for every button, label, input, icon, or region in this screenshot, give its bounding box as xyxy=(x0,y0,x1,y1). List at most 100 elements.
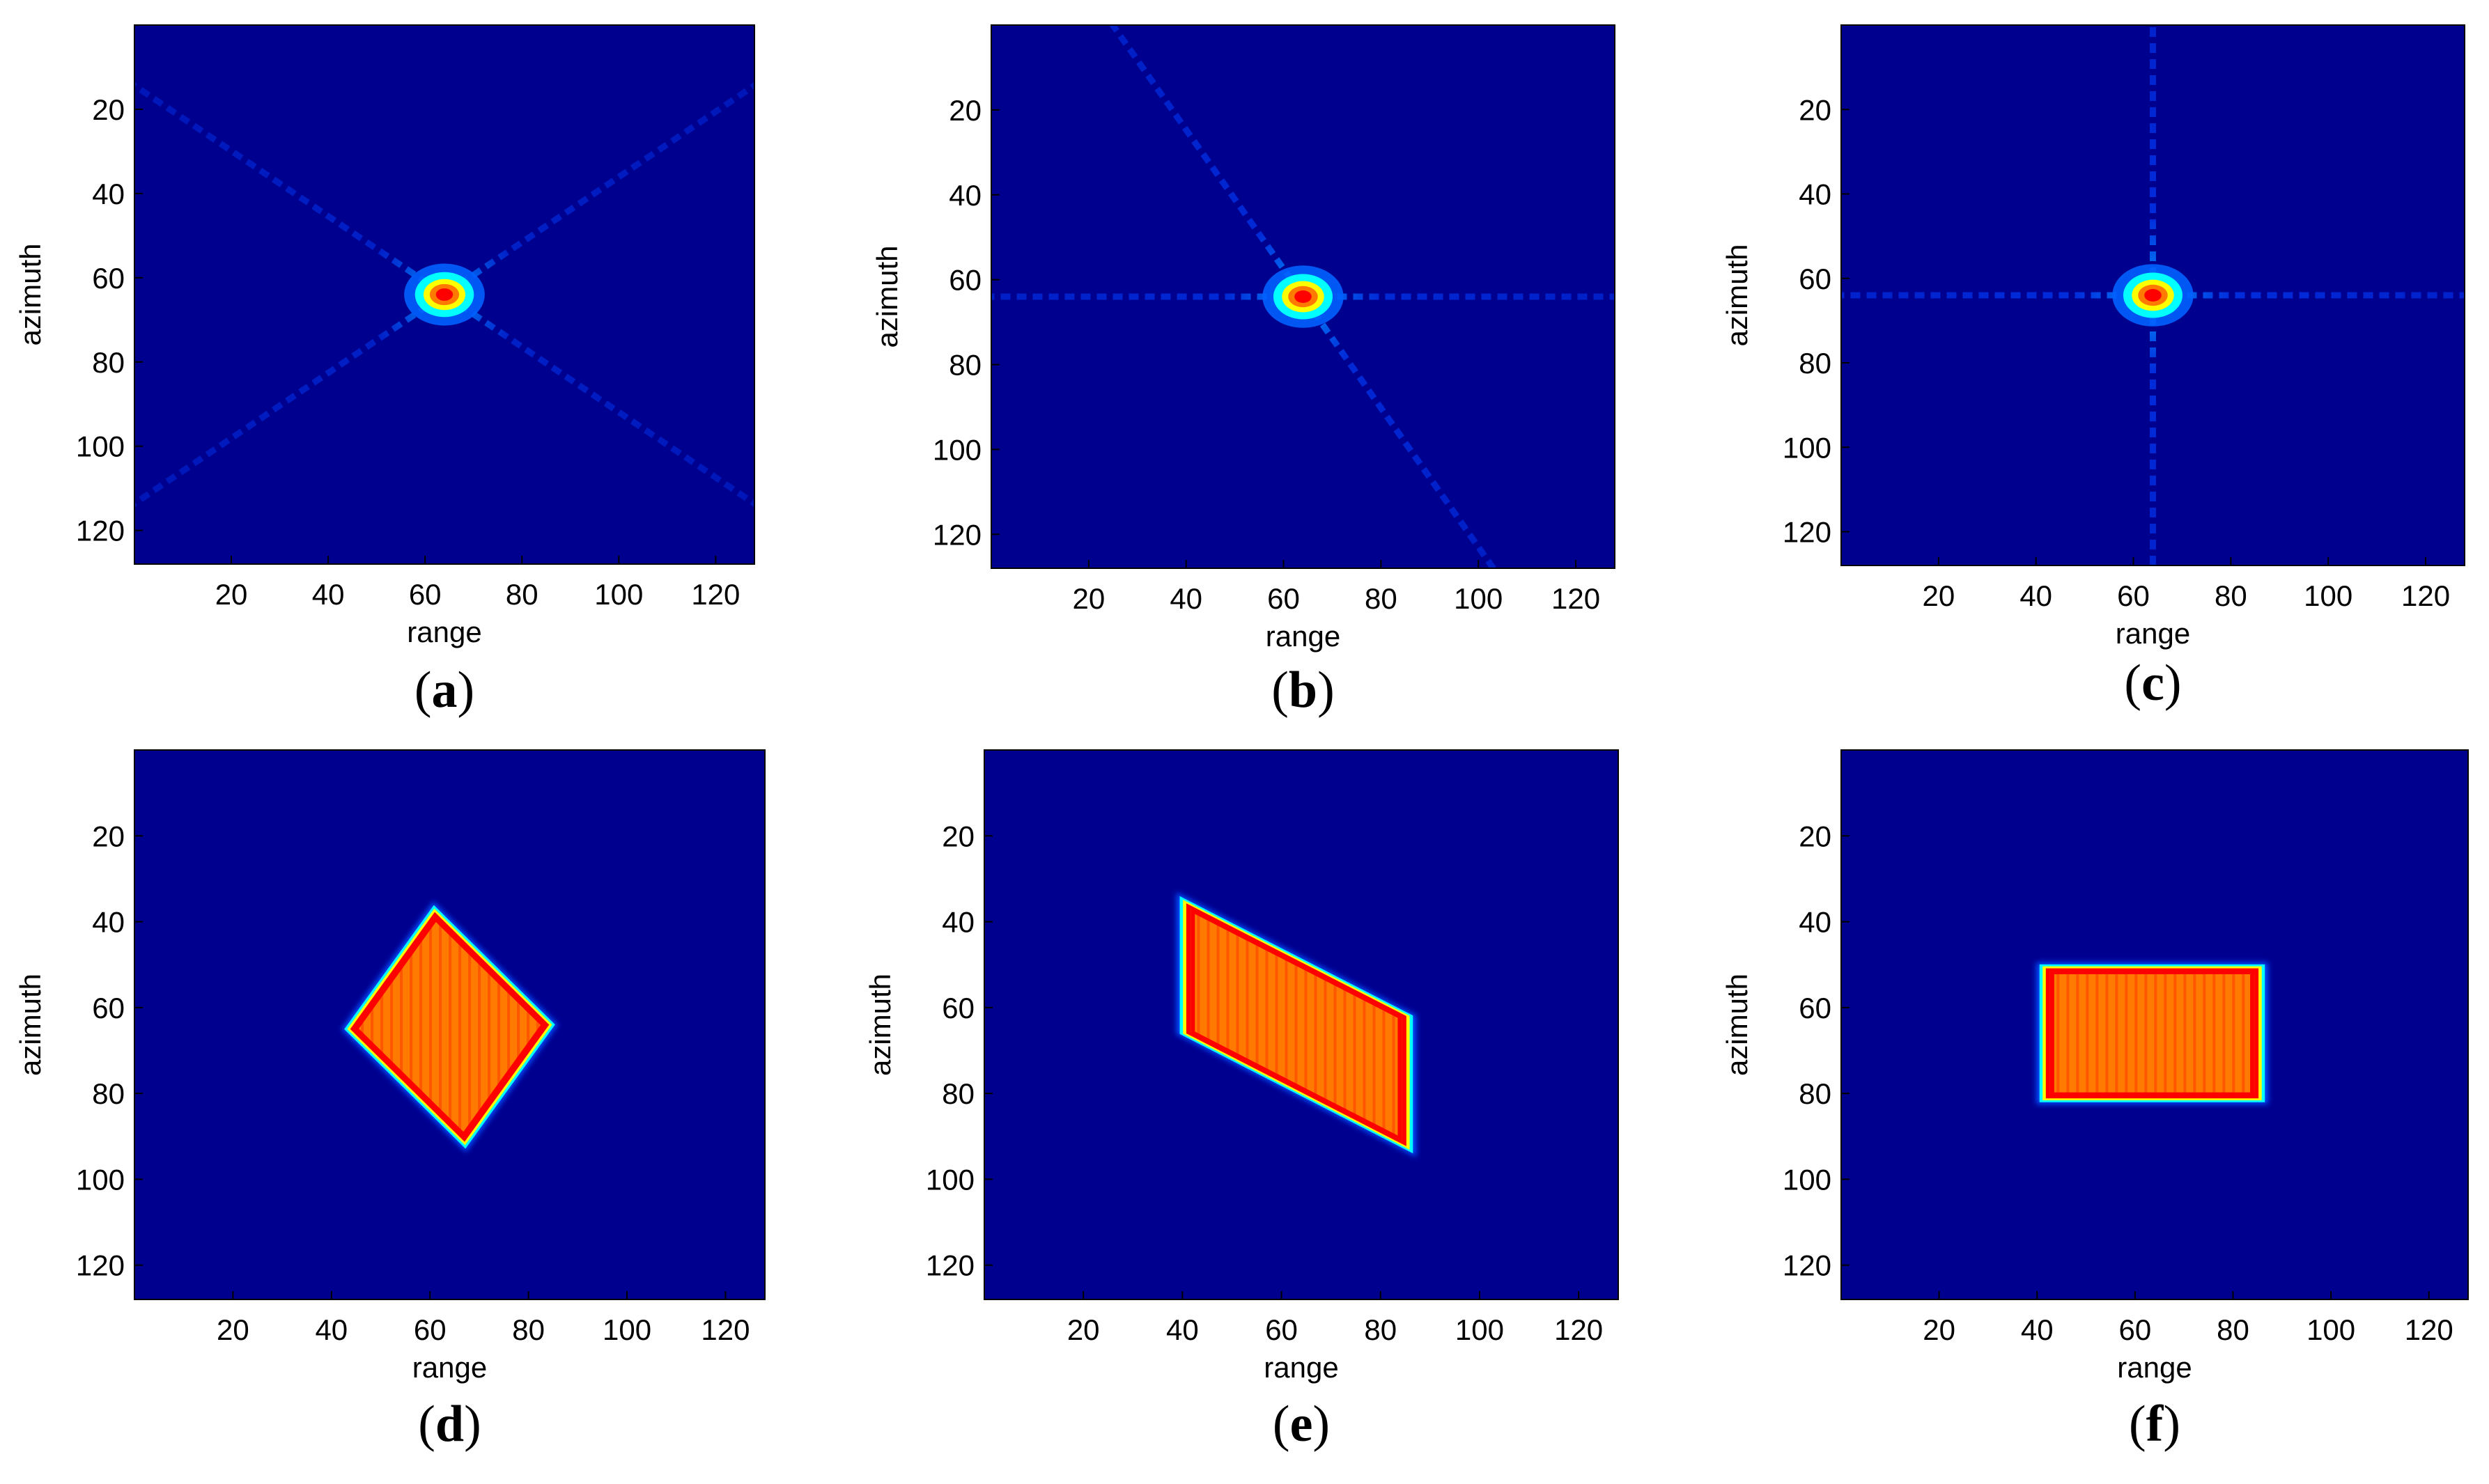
y-tick-label: 80 xyxy=(92,1077,125,1110)
y-tick-label: 120 xyxy=(76,1249,125,1282)
x-axis-label: range xyxy=(2116,617,2190,650)
panel-a: 20 40 60 80 100 120 20 40 60 80 100 120 range azimuth… xyxy=(14,24,755,719)
x-axis-label: range xyxy=(2117,1351,2192,1384)
x-tick-label: 20 xyxy=(1072,582,1105,615)
y-tick-label: 120 xyxy=(926,1249,975,1282)
panel-caption: (b) xyxy=(1271,662,1334,719)
panel-b: 20 40 60 80 100 120 20 40 60 80 100 120 range azimuth… xyxy=(871,24,1615,719)
y-tick-label: 120 xyxy=(933,518,982,551)
y-tick-label: 20 xyxy=(942,820,975,852)
x-tick-label: 20 xyxy=(1923,1313,1955,1346)
x-tick-label: 40 xyxy=(1170,582,1202,615)
x-tick-label: 80 xyxy=(2215,579,2247,612)
y-tick-label: 80 xyxy=(942,1077,975,1110)
y-tick-label: 40 xyxy=(92,906,125,939)
area-inner-edge xyxy=(353,915,546,1139)
x-axis-label: range xyxy=(407,616,481,648)
y-axis-label: azimuth xyxy=(14,974,47,1076)
y-tick-label: 40 xyxy=(949,179,982,212)
x-tick-label: 20 xyxy=(217,1313,249,1346)
y-axis-label: azimuth xyxy=(1721,244,1753,346)
y-tick-label: 20 xyxy=(949,94,982,127)
y-axis-label: azimuth xyxy=(871,245,904,347)
x-axis-label: range xyxy=(1264,1351,1338,1384)
x-tick-label: 80 xyxy=(1365,582,1397,615)
area-inner-edge xyxy=(1191,907,1402,1143)
y-tick-label: 120 xyxy=(76,515,125,547)
peak-core xyxy=(435,288,453,301)
axes-frame xyxy=(1840,749,2469,1300)
panel-e: 20 40 60 80 100 120 20 40 60 80 100 120 range azimuth… xyxy=(864,749,1619,1453)
y-axis-label: azimuth xyxy=(864,974,897,1076)
panel-f: 20 40 60 80 100 120 20 40 60 80 100 120 range azimuth… xyxy=(1721,749,2469,1453)
x-tick-label: 100 xyxy=(1454,582,1503,615)
x-tick-label: 120 xyxy=(701,1313,750,1346)
y-tick-label: 40 xyxy=(1799,178,1831,211)
x-tick-label: 100 xyxy=(1455,1313,1504,1346)
y-tick-label: 60 xyxy=(942,992,975,1024)
y-axis-label: azimuth xyxy=(14,243,47,345)
x-tick-label: 120 xyxy=(1551,582,1600,615)
heatmap-content xyxy=(991,25,1615,568)
heatmap-content xyxy=(1841,25,2465,565)
y-tick-label: 80 xyxy=(949,349,982,382)
x-tick-label: 60 xyxy=(414,1313,447,1346)
panel-c: 20 40 60 80 100 120 20 40 60 80 100 120 range azimuth… xyxy=(1721,24,2465,712)
y-tick-label: 80 xyxy=(1799,1077,1831,1110)
axes-frame xyxy=(1840,24,2465,566)
y-tick-label: 100 xyxy=(1783,431,1831,464)
y-tick-label: 60 xyxy=(1799,263,1831,295)
axes-frame xyxy=(134,24,755,565)
y-tick-label: 20 xyxy=(1799,820,1831,852)
x-tick-label: 20 xyxy=(215,578,248,611)
x-tick-label: 80 xyxy=(2217,1313,2249,1346)
x-tick-label: 80 xyxy=(506,578,538,611)
x-tick-label: 100 xyxy=(2306,1313,2355,1346)
y-tick-label: 60 xyxy=(92,992,125,1024)
x-tick-label: 40 xyxy=(1166,1313,1199,1346)
area-inner-edge xyxy=(2049,969,2255,1097)
y-tick-label: 100 xyxy=(76,1163,125,1196)
x-tick-label: 40 xyxy=(312,578,345,611)
y-tick-label: 20 xyxy=(1799,93,1831,126)
panel-caption: (a) xyxy=(414,662,474,719)
heatmap-content xyxy=(134,81,754,508)
x-tick-label: 60 xyxy=(2119,1313,2152,1346)
area-stripes xyxy=(1197,908,1402,1141)
heatmap-content xyxy=(341,901,559,1153)
x-axis-label: range xyxy=(412,1351,487,1384)
x-tick-label: 40 xyxy=(2019,579,2052,612)
y-tick-label: 120 xyxy=(1783,1249,1831,1282)
x-tick-label: 60 xyxy=(1265,1313,1298,1346)
y-tick-label: 100 xyxy=(926,1163,975,1196)
panel-caption: (f) xyxy=(2129,1396,2180,1453)
x-tick-label: 40 xyxy=(2021,1313,2054,1346)
x-tick-label: 80 xyxy=(512,1313,545,1346)
heatmap-content xyxy=(2036,962,2268,1104)
x-tick-label: 100 xyxy=(594,578,643,611)
y-tick-label: 40 xyxy=(942,906,975,939)
peak-core xyxy=(1294,290,1312,303)
panel-caption: (e) xyxy=(1273,1396,1330,1453)
y-tick-label: 40 xyxy=(1799,906,1831,939)
y-tick-label: 100 xyxy=(1783,1163,1831,1196)
area-stripes xyxy=(2056,971,2255,1096)
x-tick-label: 80 xyxy=(1364,1313,1397,1346)
y-tick-label: 120 xyxy=(1783,516,1831,549)
x-tick-label: 120 xyxy=(2401,579,2450,612)
x-tick-label: 120 xyxy=(1554,1313,1603,1346)
x-tick-label: 60 xyxy=(1267,582,1300,615)
panel-caption: (d) xyxy=(418,1396,481,1453)
y-tick-label: 60 xyxy=(949,264,982,297)
area-stripes xyxy=(361,916,540,1138)
peak-core xyxy=(2144,289,2162,302)
y-tick-label: 100 xyxy=(76,430,125,463)
x-tick-label: 60 xyxy=(409,578,442,611)
x-tick-label: 120 xyxy=(2405,1313,2453,1346)
y-tick-label: 20 xyxy=(92,820,125,852)
x-tick-label: 120 xyxy=(691,578,740,611)
panel-d: 20 40 60 80 100 120 20 40 60 80 100 120 range azimuth… xyxy=(14,749,766,1453)
axes-frame xyxy=(984,749,1619,1300)
x-tick-label: 20 xyxy=(1922,579,1955,612)
y-tick-label: 80 xyxy=(1799,347,1831,380)
